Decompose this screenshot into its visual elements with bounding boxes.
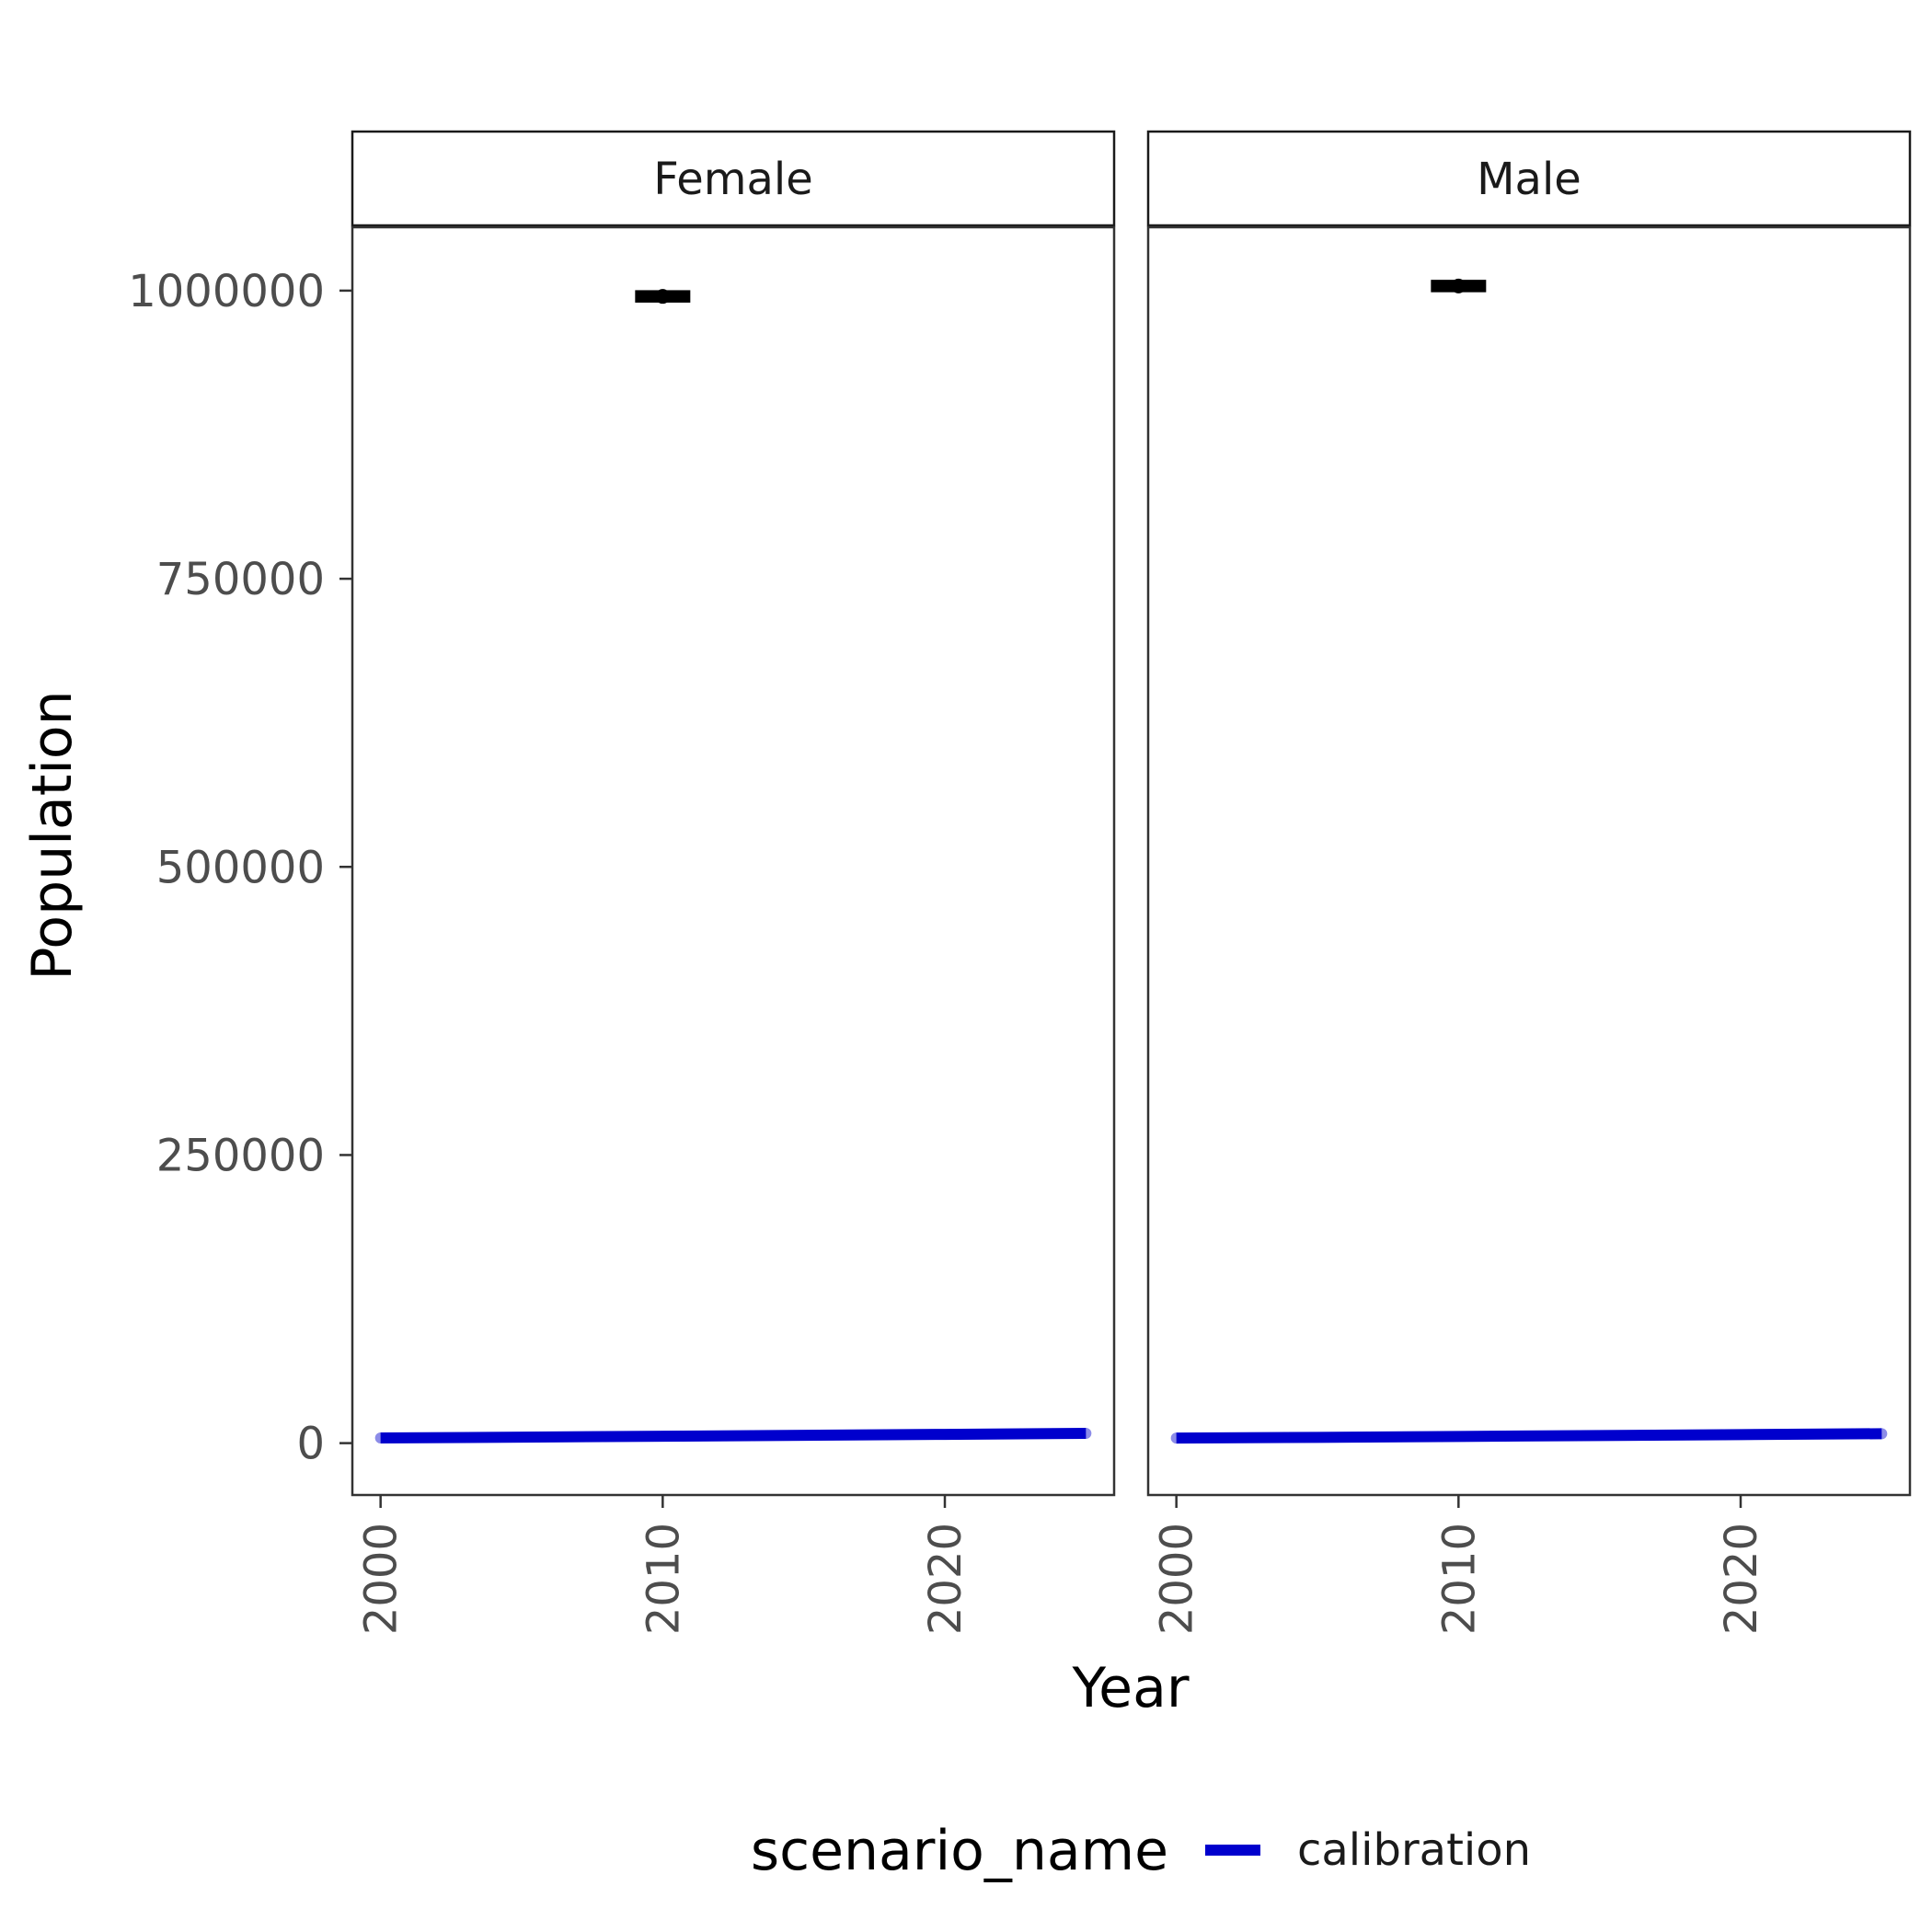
strip-male (1146, 130, 1912, 227)
strip-label-male: Male (1477, 154, 1581, 205)
legend: scenario_name calibration (751, 1819, 1531, 1883)
panel-border-male (1146, 225, 1912, 1497)
facet-female: Female 0 250000 500000 750000 1000000 2000 2010… (128, 130, 1116, 1635)
x-tick-label: 2020 (920, 1523, 972, 1635)
panel-border-female (351, 225, 1116, 1497)
series-point-start-female (374, 1432, 386, 1443)
x-tick-label: 2020 (1716, 1523, 1767, 1635)
series-line-calibration-male (1176, 1428, 1882, 1444)
facet-male: Male 2000 2010 2020 (1146, 130, 1912, 1635)
y-tick-label: 750000 (156, 554, 325, 605)
series-line-calibration-female (380, 1427, 1087, 1443)
y-tick-label: 0 (296, 1419, 325, 1470)
series-point-start-male (1170, 1432, 1182, 1444)
y-tick-label: 1000000 (128, 266, 325, 317)
x-tick-label: 2000 (1152, 1523, 1203, 1635)
y-tick-label: 500000 (156, 842, 325, 893)
facet-panels: Female 0 250000 500000 750000 1000000 2000 2010… (128, 130, 1912, 1635)
series-point-end-male (1876, 1428, 1888, 1440)
legend-title: scenario_name (751, 1819, 1168, 1883)
observed-point-female (655, 289, 671, 305)
y-tick-label: 250000 (156, 1130, 325, 1181)
strip-label-female: Female (653, 154, 813, 205)
series-point-end-female (1080, 1427, 1092, 1439)
x-axis-title: Year (1071, 1656, 1189, 1720)
x-tick-label: 2010 (1433, 1523, 1485, 1635)
legend-label-calibration: calibration (1297, 1824, 1531, 1876)
y-axis-title: Population (20, 690, 85, 980)
strip-female (351, 130, 1116, 227)
x-tick-label: 2010 (638, 1523, 689, 1635)
observed-point-male (1451, 278, 1466, 293)
x-tick-label: 2000 (356, 1523, 408, 1635)
